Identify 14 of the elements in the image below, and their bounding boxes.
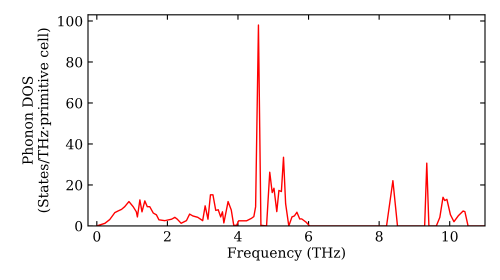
x-axis-title: Frequency (THz) bbox=[228, 247, 345, 261]
x-tick-label: 4 bbox=[234, 231, 242, 242]
y-tick-label: 40 bbox=[66, 138, 82, 150]
x-tick-label: 8 bbox=[376, 231, 383, 242]
x-tick-label: 10 bbox=[442, 231, 458, 242]
y-tick-label: 60 bbox=[66, 98, 82, 108]
x-tick-label: 6 bbox=[305, 231, 312, 242]
y-tick-label: 80 bbox=[66, 56, 82, 68]
x-tick-label: 2 bbox=[164, 231, 170, 242]
y-tick-label: 100 bbox=[58, 16, 82, 26]
y-axis-title: Phonon DOS (States/THz·primitive cell) bbox=[22, 28, 52, 212]
y-tick-label: 20 bbox=[66, 180, 82, 190]
y-tick-label: 0 bbox=[75, 220, 82, 232]
x-tick-label: 0 bbox=[93, 231, 100, 242]
